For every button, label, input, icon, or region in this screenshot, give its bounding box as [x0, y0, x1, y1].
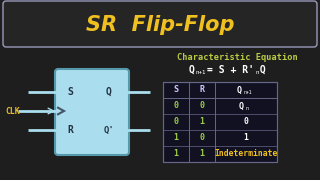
Text: CLK: CLK: [5, 107, 20, 116]
Bar: [163, 82, 277, 162]
Text: R: R: [67, 125, 73, 135]
Text: n: n: [256, 70, 260, 75]
Text: Q: Q: [237, 86, 242, 94]
Text: Indeterminate: Indeterminate: [214, 150, 278, 159]
Text: n: n: [246, 105, 249, 111]
Text: SR  Flip-Flop: SR Flip-Flop: [86, 15, 234, 35]
Text: 0: 0: [173, 118, 179, 127]
Text: R: R: [199, 86, 204, 94]
Text: 1: 1: [173, 134, 179, 143]
FancyBboxPatch shape: [55, 69, 129, 155]
Text: Q: Q: [189, 65, 195, 75]
Text: n+1: n+1: [195, 70, 205, 75]
Text: 1: 1: [173, 150, 179, 159]
Text: 1: 1: [244, 134, 248, 143]
Text: 0: 0: [173, 102, 179, 111]
Text: 1: 1: [199, 150, 204, 159]
FancyBboxPatch shape: [3, 1, 317, 47]
Text: 0: 0: [199, 102, 204, 111]
Text: Q': Q': [104, 125, 115, 134]
Text: 0: 0: [244, 118, 248, 127]
Text: = S + R' Q: = S + R' Q: [207, 65, 266, 75]
Text: 0: 0: [199, 134, 204, 143]
Text: S: S: [173, 86, 179, 94]
Text: 1: 1: [199, 118, 204, 127]
Bar: [163, 82, 277, 162]
Text: n+1: n+1: [244, 89, 252, 94]
Text: Q: Q: [106, 87, 112, 97]
Text: S: S: [67, 87, 73, 97]
Text: Q: Q: [239, 102, 244, 111]
Text: Characteristic Equation: Characteristic Equation: [177, 53, 297, 62]
